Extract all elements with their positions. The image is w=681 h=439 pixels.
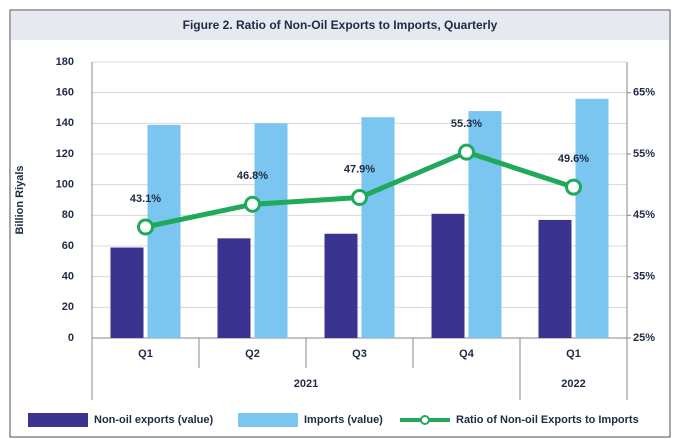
x-tick-label: Q4 [459, 348, 475, 360]
bar [431, 213, 465, 338]
y-axis-label: Billion Riyals [14, 165, 26, 234]
data-label: 49.6% [558, 153, 589, 165]
x-group-label: 2021 [294, 378, 318, 390]
x-tick-label: Q1 [138, 348, 153, 360]
legend-swatch [28, 413, 88, 427]
bar [575, 98, 609, 338]
y2-tick-label: 35% [633, 271, 655, 283]
bar [361, 117, 395, 338]
bar [538, 219, 572, 338]
data-label: 46.8% [237, 170, 268, 182]
line-marker [244, 195, 261, 213]
y-tick-label: 120 [56, 148, 74, 160]
y-tick-label: 80 [62, 209, 74, 221]
y2-tick-label: 65% [633, 87, 655, 99]
data-label: 55.3% [451, 118, 482, 130]
title-band [11, 11, 669, 40]
y2-tick-label: 55% [633, 148, 655, 160]
y-tick-label: 60 [62, 240, 74, 252]
bar [110, 247, 144, 338]
y-tick-label: 20 [62, 301, 74, 313]
y-tick-label: 40 [62, 271, 74, 283]
x-tick-label: Q1 [566, 348, 581, 360]
legend-label: Ratio of Non-oil Exports to Imports [456, 414, 639, 426]
legend-swatch [238, 413, 298, 427]
y-tick-label: 160 [56, 87, 74, 99]
y-tick-label: 180 [56, 56, 74, 68]
line-marker [137, 218, 154, 236]
y-tick-label: 140 [56, 117, 74, 129]
legend-label: Imports (value) [304, 414, 383, 426]
y-tick-label: 0 [68, 332, 74, 344]
chart-title: Figure 2. Ratio of Non-Oil Exports to Im… [183, 18, 498, 32]
legend-label: Non-oil exports (value) [94, 414, 214, 426]
bar [324, 233, 358, 338]
bar [147, 124, 181, 338]
x-tick-label: Q2 [245, 348, 260, 360]
bar [254, 123, 288, 338]
data-label: 47.9% [344, 163, 375, 175]
line-marker [565, 178, 582, 196]
x-tick-label: Q3 [352, 348, 367, 360]
data-label: 43.1% [130, 193, 161, 205]
y-tick-label: 100 [56, 179, 74, 191]
line-marker [458, 143, 475, 161]
line-marker [351, 189, 368, 207]
x-group-label: 2022 [561, 378, 585, 390]
bar [468, 111, 502, 338]
y2-tick-label: 45% [633, 209, 655, 221]
legend-swatch-marker [420, 415, 430, 425]
bar [217, 238, 251, 338]
y2-tick-label: 25% [633, 332, 655, 344]
